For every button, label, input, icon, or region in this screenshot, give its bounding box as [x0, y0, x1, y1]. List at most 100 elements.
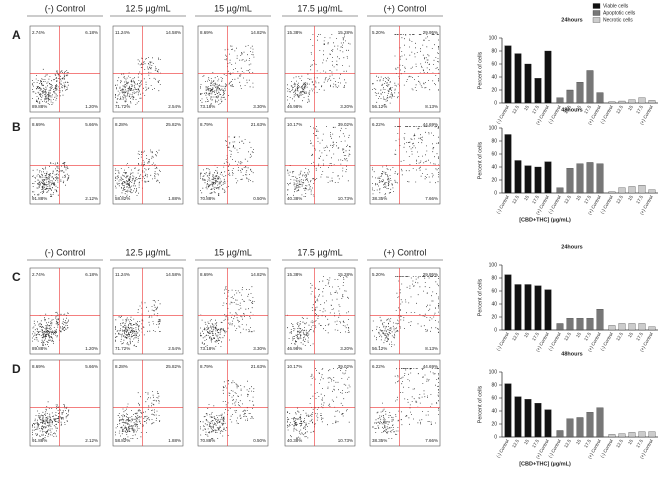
column-header: 15 µg/mL: [214, 247, 252, 257]
x-axis-label: [CBD+THC] (µg/mL): [519, 461, 571, 467]
bar: [576, 417, 584, 438]
bar: [524, 63, 532, 104]
quadrant-percent: 58.82%: [115, 196, 130, 201]
quadrant-percent: 3.30%: [253, 104, 266, 109]
x-tick-label: (-) Control: [495, 195, 509, 215]
plot-frame: [197, 267, 269, 355]
y-tick-label: 80: [491, 138, 497, 144]
y-axis-label: Percent of cells: [477, 51, 483, 89]
quadrant-percent: 3.20%: [340, 346, 353, 351]
y-axis-label: Percent of cells: [477, 141, 483, 179]
column-header: (+) Control: [384, 3, 427, 13]
x-tick-label: 15: [575, 194, 582, 201]
quadrant-percent: 6.18%: [85, 272, 98, 277]
bar: [556, 430, 564, 438]
quadrant-percent: 56.12%: [372, 104, 387, 109]
bar: [648, 431, 656, 438]
bar: [628, 323, 636, 331]
quadrant-percent: 56.12%: [372, 346, 387, 351]
bar: [628, 432, 636, 438]
quadrant-percent: 73.18%: [200, 104, 215, 109]
bar: [544, 161, 552, 194]
bar: [566, 318, 574, 331]
quadrant-percent: 71.72%: [115, 346, 130, 351]
quadrant-percent: 8.28%: [115, 364, 128, 369]
legend-label: Necrotic cells: [603, 17, 633, 23]
bar: [576, 318, 584, 331]
quadrant-percent: 15.38%: [287, 272, 302, 277]
quadrant-percent: 3.20%: [340, 104, 353, 109]
quadrant-percent: 2.54%: [168, 346, 181, 351]
bar: [586, 318, 594, 331]
x-tick-label: 12.5: [615, 104, 624, 115]
x-tick-label: (-) Control: [495, 332, 509, 352]
x-tick-label: 17.5: [531, 331, 540, 342]
event-cloud: [32, 68, 69, 105]
bar: [596, 309, 604, 331]
quadrant-percent: 91.88%: [32, 438, 47, 443]
quadrant-percent: 8.79%: [200, 122, 213, 127]
column-header: 15 µg/mL: [214, 3, 252, 13]
bar: [596, 92, 604, 104]
quadrant-percent: 2.74%: [32, 272, 45, 277]
quadrant-percent: 10.17%: [287, 364, 302, 369]
x-tick-label: 15: [627, 104, 634, 111]
bar: [628, 99, 636, 104]
bar: [514, 396, 522, 438]
y-tick-label: 100: [489, 369, 498, 375]
y-tick-label: 80: [491, 48, 497, 54]
quadrant-percent: 11.24%: [115, 30, 130, 35]
quadrant-percent: 39.02%: [338, 122, 353, 127]
row-label: D: [12, 362, 21, 376]
legend-swatch: [592, 17, 601, 23]
x-tick-label: 12.5: [615, 194, 624, 205]
x-axis-label: [CBD+THC] (µg/mL): [519, 217, 571, 223]
x-tick-label: 12.5: [563, 104, 572, 115]
x-tick-label: 12.5: [563, 194, 572, 205]
plot-frame: [112, 267, 184, 355]
x-tick-label: 12.5: [511, 194, 520, 205]
quadrant-percent: 29.95%: [423, 272, 438, 277]
bar: [648, 189, 656, 194]
quadrant-percent: 40.38%: [287, 438, 302, 443]
x-tick-label: 12.5: [511, 331, 520, 342]
bar: [556, 97, 564, 104]
x-tick-label: 15: [575, 331, 582, 338]
bar: [514, 160, 522, 194]
quadrant-percent: 38.35%: [372, 438, 387, 443]
quadrant-percent: 46.98%: [287, 346, 302, 351]
quadrant-percent: 91.88%: [32, 196, 47, 201]
quadrant-percent: 14.58%: [166, 272, 181, 277]
quadrant-percent: 15.28%: [338, 30, 353, 35]
column-header: 17.5 µg/mL: [297, 247, 342, 257]
bar: [576, 163, 584, 194]
bar: [618, 323, 626, 331]
quadrant-percent: 2.74%: [32, 30, 45, 35]
plot-frame: [29, 25, 101, 113]
bar: [586, 70, 594, 104]
x-tick-label: 17.5: [635, 331, 644, 342]
bar: [524, 399, 532, 438]
quadrant-percent: 8.69%: [200, 272, 213, 277]
bar: [504, 45, 512, 104]
quadrant-percent: 5.66%: [85, 364, 98, 369]
quadrant-percent: 21.63%: [251, 122, 266, 127]
quadrant-percent: 8.28%: [115, 122, 128, 127]
y-tick-label: 40: [491, 74, 497, 80]
x-tick-label: 12.5: [563, 438, 572, 449]
quadrant-percent: 1.20%: [85, 346, 98, 351]
bar: [544, 409, 552, 438]
y-tick-label: 20: [491, 314, 497, 320]
bar: [534, 403, 542, 438]
bar: [544, 289, 552, 331]
quadrant-percent: 8.79%: [200, 364, 213, 369]
event-cloud: [372, 126, 439, 197]
quadrant-percent: 14.82%: [251, 272, 266, 277]
x-tick-label: 15: [627, 331, 634, 338]
quadrant-percent: 3.30%: [253, 346, 266, 351]
plot-frame: [369, 25, 441, 113]
y-tick-label: 0: [494, 190, 497, 196]
column-header: (+) Control: [384, 247, 427, 257]
y-tick-label: 60: [491, 61, 497, 67]
